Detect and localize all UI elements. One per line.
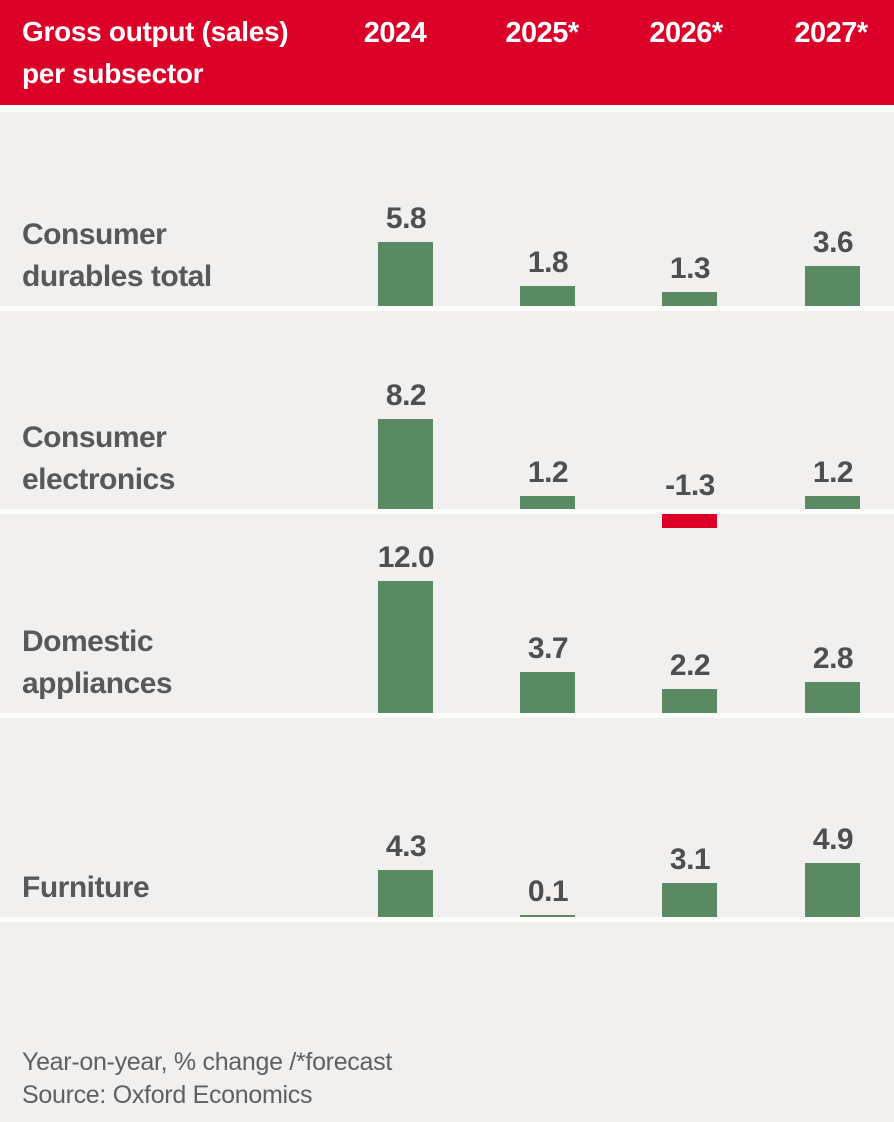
row-label-line: Consumer — [22, 421, 167, 454]
bar-value-label: 3.7 — [527, 632, 569, 665]
bar-positive — [805, 266, 860, 306]
bar-positive — [805, 682, 860, 713]
bar-positive — [805, 863, 860, 917]
bar-value-label: 1.2 — [812, 456, 854, 489]
bar-positive — [378, 581, 433, 713]
bar-positive — [805, 496, 860, 509]
bar-value-label: 5.8 — [385, 202, 427, 235]
column-header-1: 2024 — [363, 17, 427, 49]
row-separator — [0, 713, 894, 718]
chart-header-band: Gross output (sales) per subsector 2024 2… — [0, 0, 894, 105]
row-label: Domestic appliances — [22, 621, 173, 705]
row-separator — [0, 509, 894, 514]
bar-value-label: 2.2 — [669, 649, 711, 682]
chart-title: Gross output (sales) per subsector — [22, 11, 289, 95]
row-separator — [0, 917, 894, 922]
row-separator — [0, 306, 894, 311]
footnote-source: Source: Oxford Economics — [22, 1081, 313, 1109]
column-header-3: 2026* — [649, 17, 723, 49]
bar-positive — [662, 689, 717, 713]
bar-value-label: 3.6 — [812, 226, 854, 259]
bar-value-label: 12.0 — [377, 541, 435, 574]
row-label-line: Consumer — [22, 218, 167, 251]
bar-positive — [520, 496, 575, 509]
row-label-line: durables total — [22, 260, 212, 293]
bar-value-label: 4.3 — [385, 830, 427, 863]
bar-value-label: 1.3 — [669, 252, 711, 285]
bar-value-label: 1.2 — [527, 456, 569, 489]
bar-value-label: 0.1 — [527, 875, 569, 908]
row-label-line: Furniture — [22, 871, 150, 904]
bar-value-label: 8.2 — [385, 379, 427, 412]
bar-positive — [378, 870, 433, 917]
bar-positive — [662, 883, 717, 917]
row-label-line: appliances — [22, 667, 173, 700]
bar-positive — [520, 915, 575, 917]
row-label: Consumer electronics — [22, 417, 175, 501]
bar-value-label: 1.8 — [527, 246, 569, 279]
column-header-4: 2027* — [794, 17, 868, 49]
bar-positive — [520, 286, 575, 306]
bar-positive — [378, 419, 433, 509]
bar-value-label: 2.8 — [812, 642, 854, 675]
row-label: Furniture — [22, 867, 150, 909]
bar-value-label: 4.9 — [812, 823, 854, 856]
bar-negative — [662, 514, 717, 528]
bar-positive — [662, 292, 717, 306]
column-header-2: 2025* — [505, 17, 579, 49]
chart-title-line2: per subsector — [22, 58, 204, 89]
chart-footnote: Year-on-year, % change /*forecast Source… — [22, 1046, 392, 1112]
row-label-line: Domestic — [22, 625, 154, 658]
header-divider — [0, 105, 894, 112]
row-label: Consumer durables total — [22, 214, 212, 298]
bar-value-label: 3.1 — [669, 843, 711, 876]
row-label-line: electronics — [22, 463, 175, 496]
bar-value-label: -1.3 — [665, 469, 715, 502]
chart-title-line1: Gross output (sales) — [22, 16, 289, 47]
bar-positive — [520, 672, 575, 713]
bar-positive — [378, 242, 433, 306]
footnote-unit: Year-on-year, % change /*forecast — [22, 1048, 392, 1076]
